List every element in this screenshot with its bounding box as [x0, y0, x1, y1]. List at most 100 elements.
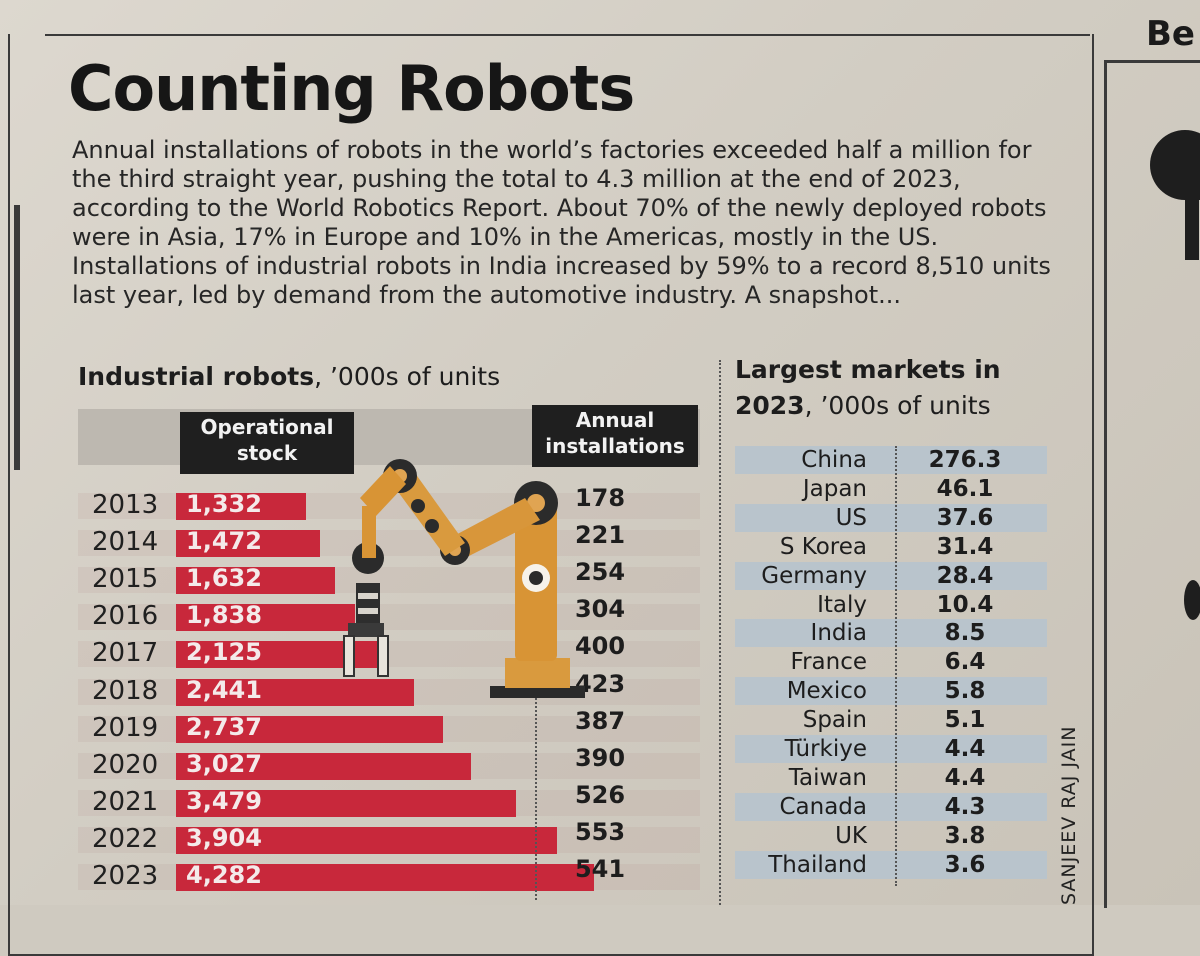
year-label: 2021: [92, 786, 159, 817]
article-frame-top: [45, 34, 1090, 36]
stock-bar: [176, 826, 557, 854]
market-row: S Korea 31.4: [735, 533, 1047, 561]
stock-value-label: 2,125: [186, 638, 262, 667]
market-value: 31.4: [936, 533, 994, 560]
markets-title: Largest markets in 2023, ’000s of units: [735, 352, 1001, 424]
adjacent-graphic: [1150, 130, 1200, 200]
market-row: Canada 4.3: [735, 792, 1047, 821]
market-value: 4.3: [944, 793, 986, 820]
stock-value-label: 1,332: [186, 490, 262, 518]
annual-installations-value: 400: [574, 632, 626, 661]
annual-installations-value: 526: [574, 780, 626, 809]
stock-bar: [176, 604, 355, 632]
annual-installations-value: 387: [574, 706, 626, 735]
annual-divider: [535, 690, 537, 900]
market-country: Thailand: [768, 851, 867, 878]
stock-value-label: 1,632: [186, 564, 262, 593]
stock-value-label: 2,737: [186, 712, 262, 741]
annual-installations-value: 553: [574, 817, 626, 846]
stock-value-label: 3,479: [186, 786, 262, 815]
annual-installations-value: 221: [574, 521, 626, 550]
market-row: Thailand 3.6: [735, 850, 1047, 879]
market-country: Canada: [779, 793, 867, 820]
market-row: Germany 28.4: [735, 561, 1047, 590]
market-value: 37.6: [936, 504, 994, 531]
stock-bar: [176, 493, 306, 520]
markets-title-units: , ’000s of units: [804, 391, 991, 420]
market-value: 28.4: [936, 562, 994, 589]
markets-divider: [895, 446, 897, 886]
annual-installations-value: 178: [574, 484, 626, 512]
stock-value-label: 3,904: [186, 823, 262, 852]
year-label: 2016: [92, 601, 159, 632]
year-label: 2019: [92, 712, 159, 743]
market-row: US 37.6: [735, 503, 1047, 532]
market-value: 276.3: [928, 447, 1002, 473]
stock-value-label: 4,282: [186, 861, 262, 889]
market-row: Mexico 5.8: [735, 677, 1047, 706]
year-label: 2018: [92, 675, 159, 706]
year-label: 2015: [92, 564, 159, 595]
adjacent-graphic-dot: [1184, 580, 1200, 620]
chart-row: 2013 1,332 178: [78, 484, 700, 520]
intro-paragraph: Annual installations of robots in the wo…: [72, 136, 1051, 309]
chart-row: 2019 2,737 387: [78, 707, 700, 743]
market-row: UK 3.8: [735, 822, 1047, 850]
market-row: Spain 5.1: [735, 706, 1047, 734]
market-row: Taiwan 4.4: [735, 764, 1047, 792]
markets-title-line1: Largest markets in: [735, 355, 1001, 384]
market-country: China: [801, 447, 867, 473]
market-row: India 8.5: [735, 619, 1047, 648]
markets-title-year: 2023: [735, 391, 805, 420]
industrial-chart-title-bold: Industrial robots: [78, 362, 315, 391]
year-label: 2013: [92, 490, 159, 520]
industrial-chart-title-units: , ’000s of units: [314, 362, 501, 391]
market-country: Spain: [802, 707, 867, 734]
market-country: Mexico: [786, 678, 867, 705]
year-label: 2017: [92, 638, 159, 669]
year-label: 2014: [92, 527, 159, 558]
stock-bar: [176, 864, 594, 891]
adjacent-column: [1104, 60, 1200, 908]
annual-installations-header: Annual installations: [532, 405, 698, 467]
market-value: 3.8: [944, 822, 986, 849]
market-country: Taiwan: [788, 764, 867, 791]
market-value: 5.8: [944, 678, 986, 705]
year-label: 2020: [92, 749, 159, 780]
chart-row: 2020 3,027 390: [78, 744, 700, 780]
year-label: 2022: [92, 823, 159, 854]
market-country: US: [835, 504, 867, 531]
annual-installations-value: 390: [574, 743, 626, 772]
stock-value-label: 1,472: [186, 527, 262, 556]
stock-bar: [176, 715, 443, 743]
market-row: China 276.3: [735, 446, 1047, 474]
stock-bar: [176, 678, 414, 706]
section-divider: [719, 360, 721, 905]
market-value: 4.4: [944, 736, 986, 762]
stock-bar: [176, 752, 471, 780]
annual-installations-value: 254: [574, 558, 626, 587]
market-row: Italy 10.4: [735, 591, 1047, 619]
market-country: Japan: [802, 475, 867, 502]
chart-row: 2021 3,479 526: [78, 781, 700, 817]
stock-value-label: 1,838: [186, 601, 262, 630]
market-value: 6.4: [944, 649, 986, 676]
market-country: France: [790, 649, 867, 676]
chart-row: 2015 1,632 254: [78, 558, 700, 595]
year-label: 2023: [92, 861, 159, 891]
market-country: India: [810, 620, 867, 647]
chart-row: 2023 4,282 541: [78, 855, 700, 891]
market-row: France 6.4: [735, 648, 1047, 676]
stock-bar: [176, 789, 516, 817]
market-value: 46.1: [936, 475, 994, 502]
operational-stock-header: Operational stock: [180, 412, 354, 474]
annual-installations-value: 541: [574, 855, 626, 883]
stock-value-label: 3,027: [186, 749, 262, 778]
adjacent-heading: Be: [1146, 14, 1195, 54]
market-value: 3.6: [944, 851, 986, 878]
stock-bar: [176, 567, 335, 595]
credit: SANJEEV RAJ JAIN: [1058, 725, 1080, 905]
market-value: 4.4: [944, 764, 986, 791]
market-country: Italy: [817, 591, 867, 618]
market-row: Türkiye 4.4: [735, 735, 1047, 763]
